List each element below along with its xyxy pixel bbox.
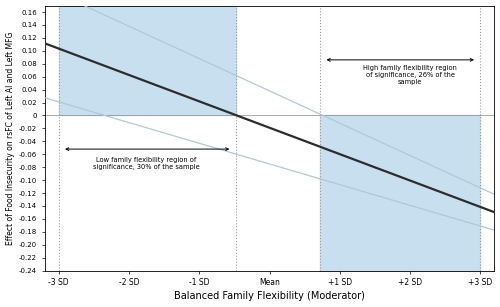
X-axis label: Balanced Family Flexibility (Moderator): Balanced Family Flexibility (Moderator)	[174, 291, 365, 301]
Y-axis label: Effect of Food Insecurity on rsFC of Left AI and Left MFG: Effect of Food Insecurity on rsFC of Lef…	[6, 31, 15, 245]
Text: High family flexibility region
of significance, 26% of the
sample: High family flexibility region of signif…	[363, 65, 457, 85]
Text: Low family flexibility region of
significance, 30% of the sample: Low family flexibility region of signifi…	[93, 157, 200, 170]
